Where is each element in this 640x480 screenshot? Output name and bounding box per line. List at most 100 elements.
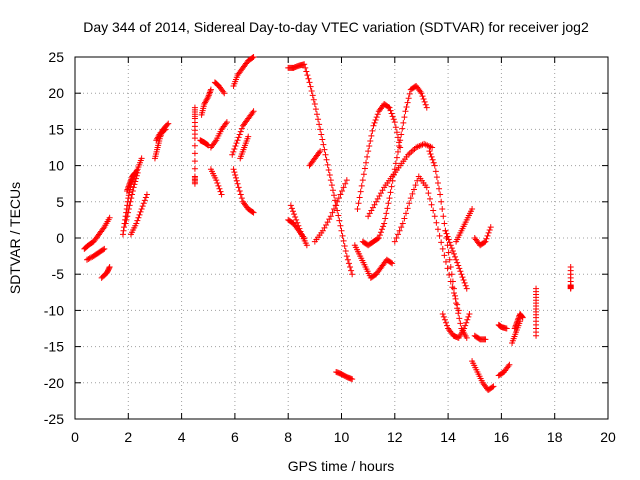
data-point [366,210,373,217]
data-point [373,198,380,205]
data-point [518,313,525,320]
data-point [482,336,489,343]
data-point [191,165,198,172]
x-tick-label: 0 [71,429,79,445]
series-arc-c [98,263,113,281]
data-point [489,384,496,391]
data-point [444,233,451,240]
data-point [335,195,342,202]
data-point [205,92,212,99]
data-point [142,194,149,201]
series-arc-x [311,177,350,245]
data-point [86,255,93,262]
data-point [452,295,459,302]
data-point [213,177,220,184]
series-arc-p [229,108,257,158]
data-point [320,141,327,148]
data-point [369,127,376,134]
data-point [191,135,198,142]
data-point [327,177,334,184]
y-tick-label: -20 [44,375,64,391]
data-point [229,151,236,158]
data-point [388,259,395,266]
data-point [125,185,132,192]
data-point [438,239,445,246]
data-point [139,203,146,210]
data-point [297,228,304,235]
data-point [445,249,452,256]
series-arc-aj [471,332,489,343]
data-point [361,165,368,172]
data-point [391,119,398,126]
data-point [449,284,456,291]
data-point [463,319,470,326]
data-point [399,125,406,132]
data-point [391,238,398,245]
data-point [119,231,126,238]
data-point [134,217,141,224]
data-point [405,95,412,102]
data-point [216,185,223,192]
data-point [121,224,128,231]
data-point [234,137,241,144]
series-arc-ab [359,82,430,249]
data-point [338,227,345,234]
data-point [316,121,323,128]
data-point [442,319,449,326]
data-point [291,211,298,218]
data-point [135,214,142,221]
data-point [402,108,409,115]
data-point [387,189,394,196]
data-point [204,95,211,102]
data-point [232,174,239,181]
data-point [487,224,494,231]
data-point [412,182,419,189]
data-point [344,256,351,263]
data-point [441,220,448,227]
data-point [140,200,147,207]
data-point [429,156,436,163]
data-point [389,260,396,267]
data-point [401,215,408,222]
data-point [205,93,212,100]
data-point [106,214,113,221]
data-point [444,265,451,272]
data-point [191,142,198,149]
data-point [453,300,460,307]
data-point [386,104,393,111]
data-point [207,86,214,93]
data-point [217,188,224,195]
data-point [207,88,214,95]
data-point [390,116,397,123]
data-point [481,239,488,246]
data-point [237,128,244,135]
data-point [567,285,574,292]
data-point [126,202,133,209]
data-point [126,180,133,187]
data-point [345,260,352,267]
x-tick-label: 18 [547,429,563,445]
data-point [130,171,137,178]
data-point [83,256,90,263]
series-arc-ao [509,318,524,346]
data-point [343,177,350,184]
data-point [380,223,387,230]
series-arc-b [83,245,108,263]
data-point [441,316,448,323]
data-point [359,177,366,184]
data-point [354,206,361,213]
y-axis-label: SDTVAR / TECUs [7,182,23,294]
data-point [394,231,401,238]
grid [75,57,608,419]
series-arc-ag [442,227,470,292]
data-point [127,177,134,184]
data-point [409,147,416,154]
data-point [442,227,449,234]
data-point [324,219,331,226]
data-point [349,376,356,383]
data-point [317,148,324,155]
data-point [364,153,371,160]
data-point [448,271,455,278]
series-arc-s [237,133,252,162]
